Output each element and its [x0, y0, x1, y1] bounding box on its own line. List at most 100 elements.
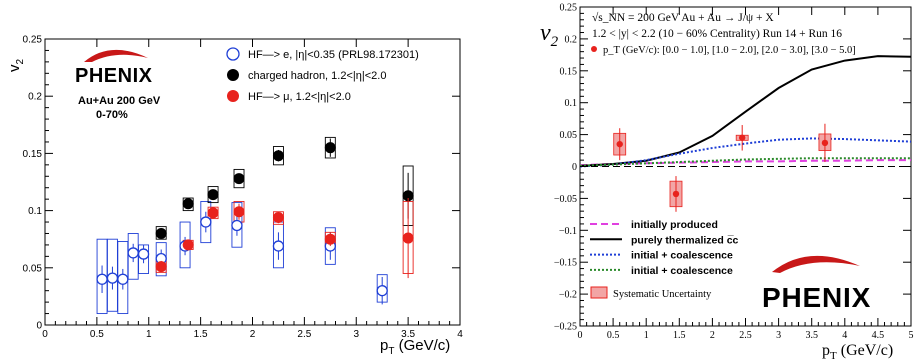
data-point	[233, 173, 245, 185]
y-tick-label: −0.1	[559, 226, 577, 237]
data-point	[738, 134, 746, 141]
y-tick-label: 0.15	[23, 149, 43, 160]
header-line: p_T (GeV/c): [0.0 − 1.0], [1.0 − 2.0], […	[603, 45, 856, 56]
legend-label: purely thermalized c̅c	[631, 234, 739, 246]
data-point	[616, 140, 623, 148]
legend: HF—> e, |η|<0.35 (PRL98.172301) charged h…	[226, 47, 419, 103]
legend-label: charged hadron, 1.2<|η|<2.0	[248, 70, 386, 82]
y-tick-label: −0.15	[554, 258, 577, 269]
x-tick-label: 1	[644, 330, 649, 341]
legend-sys-swatch	[590, 286, 608, 299]
x-tick-label: 2	[710, 330, 715, 341]
y-axis-label: v2	[540, 20, 559, 50]
y-tick-label: 0.25	[23, 35, 43, 46]
logo-text: PHENIX	[762, 282, 871, 313]
y-tick-label: 0.05	[23, 263, 43, 274]
y-axis-label: v2	[6, 59, 26, 73]
x-tick-label: 0.5	[607, 330, 620, 341]
phenix-logo: PHENIX	[75, 49, 153, 87]
data-point	[272, 240, 285, 252]
legend-label: Systematic Uncertainty	[613, 289, 712, 300]
data-point	[324, 142, 336, 154]
x-tick-label: 4	[457, 329, 463, 340]
y-tick-label: 0.1	[565, 98, 578, 109]
legend-marker	[227, 69, 239, 81]
y-tick-label: −0.2	[559, 290, 577, 301]
data-point	[207, 207, 219, 219]
data-point	[106, 272, 119, 284]
legend-label: initial + coalescence	[631, 265, 733, 277]
model-curve	[579, 55, 912, 167]
x-tick-label: 4.5	[872, 330, 885, 341]
centrality-label: 0-70%	[96, 109, 128, 121]
logo-arc	[84, 49, 148, 62]
data-point	[96, 273, 108, 285]
legend-label: initial + coalescence	[631, 250, 733, 262]
y-tick-label: −0.05	[554, 194, 577, 205]
legend-label: HF—> μ, 1.2<|η|<2.0	[248, 91, 351, 103]
x-tick-label: 5	[909, 330, 914, 341]
data-point	[402, 232, 414, 244]
x-tick-label: 2.5	[739, 330, 752, 341]
data-point	[207, 189, 219, 201]
legend-label: HF—> e, |η|<0.35 (PRL98.172301)	[248, 49, 419, 61]
y-tick-label: 0	[36, 321, 42, 332]
x-tick-label: 3.5	[805, 330, 818, 341]
model-curve	[579, 157, 911, 167]
data-point	[127, 247, 139, 259]
y-tick-label: 0.1	[28, 206, 42, 217]
data-point	[155, 261, 167, 273]
data-point	[155, 227, 167, 239]
data-point	[233, 206, 245, 218]
y-tick-label: 0.25	[560, 3, 578, 14]
x-axis-label: pT (GeV/c)	[380, 337, 450, 357]
data-point	[200, 216, 212, 228]
legend-marker	[226, 47, 240, 61]
x-tick-label: 2.5	[297, 329, 311, 340]
y-tick-label: 0.05	[560, 130, 578, 141]
y-tick-label: 0.2	[565, 34, 578, 45]
x-tick-label: 0	[42, 329, 48, 340]
data-point	[182, 239, 194, 251]
x-tick-label: 3.5	[401, 329, 415, 340]
model-curves	[579, 55, 912, 168]
jpsi-points	[613, 123, 832, 212]
legend-label: initially produced	[631, 219, 718, 231]
data-point	[272, 150, 284, 162]
x-tick-label: 0.5	[90, 329, 104, 340]
x-tick-label: 0	[578, 330, 583, 341]
data-point	[324, 233, 336, 245]
phenix-logo: PHENIX	[762, 255, 871, 313]
header-marker	[591, 46, 597, 52]
y-tick-label: 0	[572, 162, 577, 173]
data-point	[182, 198, 194, 210]
legend-marker	[227, 90, 239, 102]
y-tick-label: 0.15	[560, 66, 578, 77]
data-point	[272, 211, 284, 223]
header-text: √s_NN = 200 GeV Au + Au → J/ψ + X 1.2 < |…	[591, 11, 856, 56]
x-tick-label: 1.5	[673, 330, 686, 341]
x-tick-label: 2	[250, 329, 256, 340]
data-point	[821, 139, 829, 147]
logo-text: PHENIX	[75, 65, 153, 87]
data-point	[137, 248, 150, 260]
legend: initially produced purely thermalized c̅c…	[590, 219, 739, 300]
x-tick-label: 3	[776, 330, 781, 341]
x-tick-label: 3	[353, 329, 359, 340]
right-chart: 0 0.5 1 1.5 2 2.5 3 3.5 4 4.5 5 −0.25 −0.2 −0.15 −0.1 −…	[540, 3, 914, 362]
x-tick-label: 1.5	[194, 329, 208, 340]
x-tick-label: 4	[842, 330, 847, 341]
data-point	[231, 219, 243, 232]
model-curve	[579, 159, 911, 167]
system-label: Au+Au 200 GeV	[78, 95, 161, 107]
data-point	[117, 273, 129, 285]
logo-arc	[772, 255, 860, 273]
left-chart: 0 0.5 1 1.5 2 2.5 3 3.5 4 0 0.05 0.1 0.15 0.2 0.25 v2 pT…	[6, 35, 463, 358]
data-point	[376, 285, 388, 297]
y-tick-label: −0.25	[554, 322, 577, 333]
data-point	[672, 190, 680, 198]
model-curve	[579, 137, 912, 168]
x-tick-label: 1	[146, 329, 152, 340]
header-line: √s_NN = 200 GeV Au + Au → J/ψ + X	[592, 11, 774, 24]
